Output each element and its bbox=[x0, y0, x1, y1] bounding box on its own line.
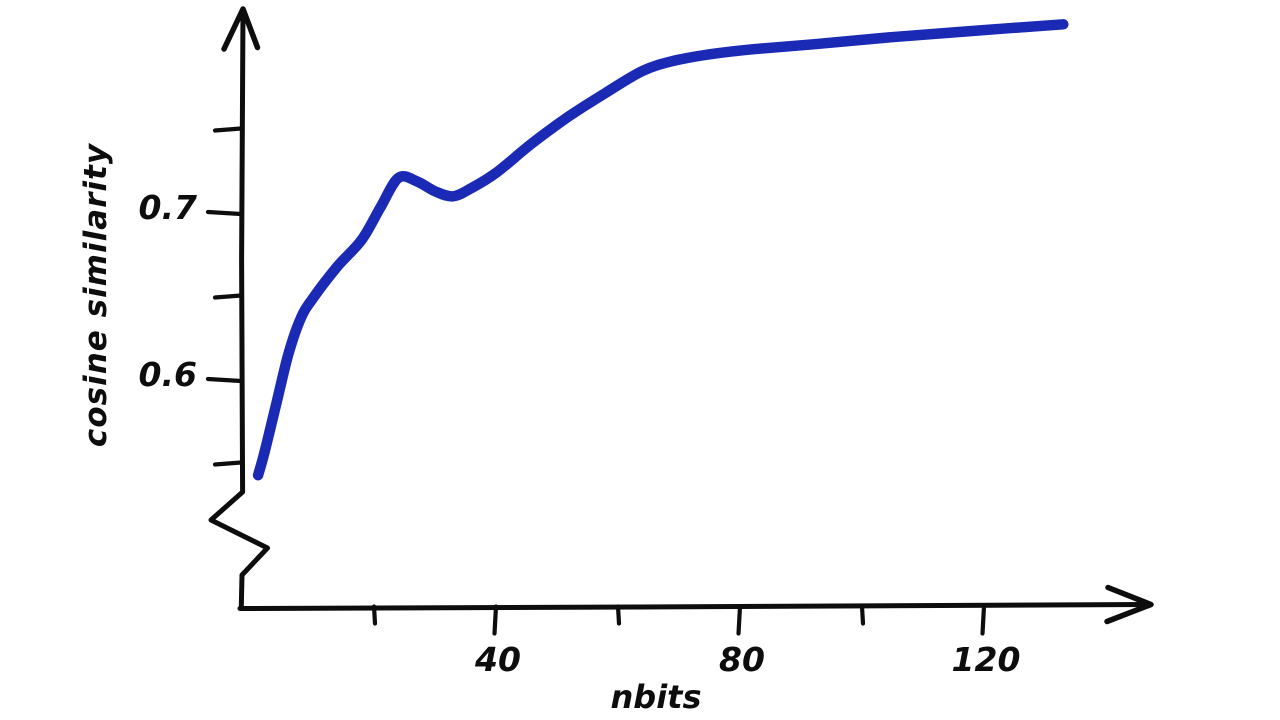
y-tick-0.75 bbox=[212, 126, 244, 133]
y-tick-0.55 bbox=[212, 460, 244, 467]
x-axis-arrowhead-icon bbox=[1104, 584, 1154, 625]
y-tick-0.6 bbox=[205, 376, 244, 384]
y-axis-ticks bbox=[205, 126, 244, 467]
y-axis-line bbox=[208, 7, 270, 610]
x-tick-60 bbox=[615, 604, 622, 626]
x-tick-20 bbox=[371, 604, 378, 626]
x-tick-label-40: 40 bbox=[474, 640, 521, 679]
x-tick-120 bbox=[980, 604, 987, 636]
series-line-cosine-similarity bbox=[252, 19, 1069, 481]
y-tick-label-0.7: 0.7 bbox=[139, 188, 197, 227]
y-axis-arrowhead-icon bbox=[221, 6, 261, 52]
x-tick-label-120: 120 bbox=[952, 640, 1021, 679]
x-tick-80 bbox=[736, 604, 743, 636]
y-axis-tick-labels: 0.7 0.6 bbox=[139, 188, 197, 394]
x-tick-100 bbox=[859, 604, 866, 626]
y-tick-0.7 bbox=[205, 209, 244, 217]
x-axis-title: nbits bbox=[611, 678, 702, 716]
x-axis-line bbox=[237, 602, 1153, 611]
x-tick-label-80: 80 bbox=[719, 640, 765, 679]
y-tick-0.65 bbox=[212, 293, 244, 300]
x-axis-tick-labels: 40 80 120 bbox=[474, 640, 1020, 679]
y-tick-label-0.6: 0.6 bbox=[139, 355, 197, 394]
x-axis-ticks bbox=[371, 604, 987, 636]
y-axis-title: cosine similarity bbox=[78, 142, 114, 447]
x-tick-40 bbox=[492, 604, 499, 636]
